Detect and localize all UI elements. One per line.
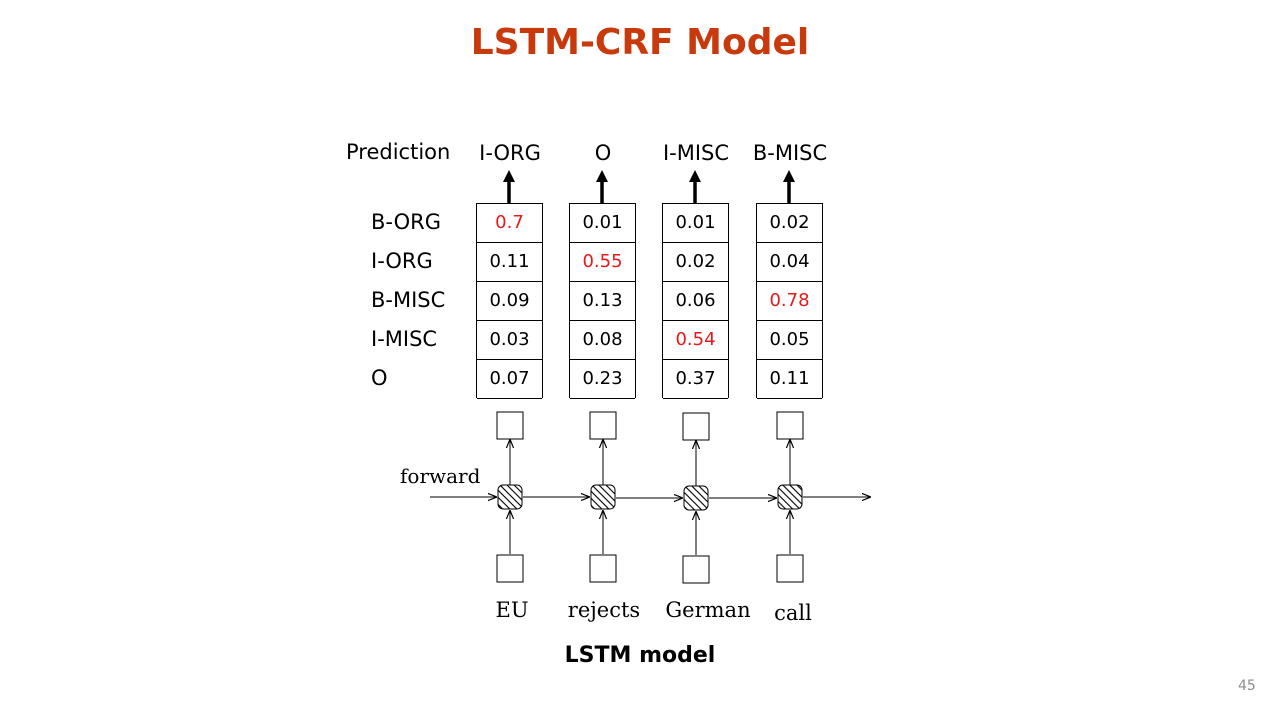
score-cell: 0.55: [570, 243, 635, 282]
score-cell: 0.7: [477, 204, 542, 243]
output-box: [496, 411, 524, 440]
score-cell: 0.11: [477, 243, 542, 282]
score-cell: 0.08: [570, 321, 635, 360]
output-box: [589, 411, 617, 440]
lstm-cell: [683, 485, 709, 511]
score-column-1: 0.7 0.11 0.09 0.03 0.07: [476, 203, 543, 399]
lstm-cell: [497, 484, 523, 510]
score-column-4: 0.02 0.04 0.78 0.05 0.11: [756, 203, 823, 399]
score-column-3: 0.01 0.02 0.06 0.54 0.37: [662, 203, 729, 399]
output-box: [682, 412, 710, 441]
input-box: [496, 554, 524, 583]
score-cell: 0.01: [663, 204, 728, 243]
row-label-i-org: I-ORG: [371, 249, 433, 273]
score-cell: 0.02: [663, 243, 728, 282]
word-eu: EU: [495, 598, 529, 622]
lstm-cell: [777, 484, 803, 510]
score-cell: 0.13: [570, 282, 635, 321]
score-cell: 0.04: [757, 243, 822, 282]
lstm-cell: [590, 484, 616, 510]
input-box: [589, 554, 617, 583]
word-rejects: rejects: [567, 598, 641, 622]
figure-caption: LSTM model: [564, 643, 716, 668]
forward-label: forward: [400, 464, 481, 488]
prediction-tag-4: B-MISC: [752, 141, 828, 165]
row-label-i-misc: I-MISC: [371, 327, 438, 351]
score-cell: 0.11: [757, 360, 822, 399]
slide-title: LSTM-CRF Model: [470, 22, 810, 63]
score-column-2: 0.01 0.55 0.13 0.08 0.23: [569, 203, 636, 399]
score-cell: 0.01: [570, 204, 635, 243]
score-cell: 0.23: [570, 360, 635, 399]
prediction-tag-2: O: [594, 141, 612, 165]
row-label-b-org: B-ORG: [371, 210, 441, 234]
row-label-b-misc: B-MISC: [371, 288, 446, 312]
word-call: call: [774, 601, 812, 625]
score-cell: 0.05: [757, 321, 822, 360]
prediction-tag-3: I-MISC: [662, 141, 730, 165]
score-cell: 0.37: [663, 360, 728, 399]
output-box: [776, 411, 804, 440]
page-number: 45: [1238, 678, 1256, 694]
score-cell: 0.07: [477, 360, 542, 399]
word-german: German: [665, 598, 751, 622]
input-box: [682, 555, 710, 584]
score-cell: 0.54: [663, 321, 728, 360]
score-cell: 0.78: [757, 282, 822, 321]
prediction-tag-1: I-ORG: [479, 141, 541, 165]
input-box: [776, 554, 804, 583]
score-cell: 0.09: [477, 282, 542, 321]
score-cell: 0.02: [757, 204, 822, 243]
prediction-label: Prediction: [346, 140, 451, 164]
row-label-o: O: [371, 366, 388, 390]
score-cell: 0.03: [477, 321, 542, 360]
score-cell: 0.06: [663, 282, 728, 321]
